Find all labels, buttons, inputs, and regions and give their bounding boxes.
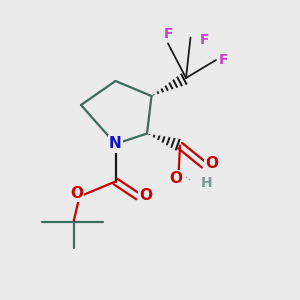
- Text: H: H: [201, 176, 213, 190]
- Text: F: F: [200, 34, 209, 47]
- Text: O: O: [205, 156, 218, 171]
- Text: F: F: [163, 26, 173, 40]
- Text: N: N: [109, 136, 122, 152]
- Text: O: O: [169, 171, 182, 186]
- Text: F: F: [219, 53, 229, 67]
- Text: O: O: [139, 188, 152, 203]
- Text: O: O: [70, 186, 83, 201]
